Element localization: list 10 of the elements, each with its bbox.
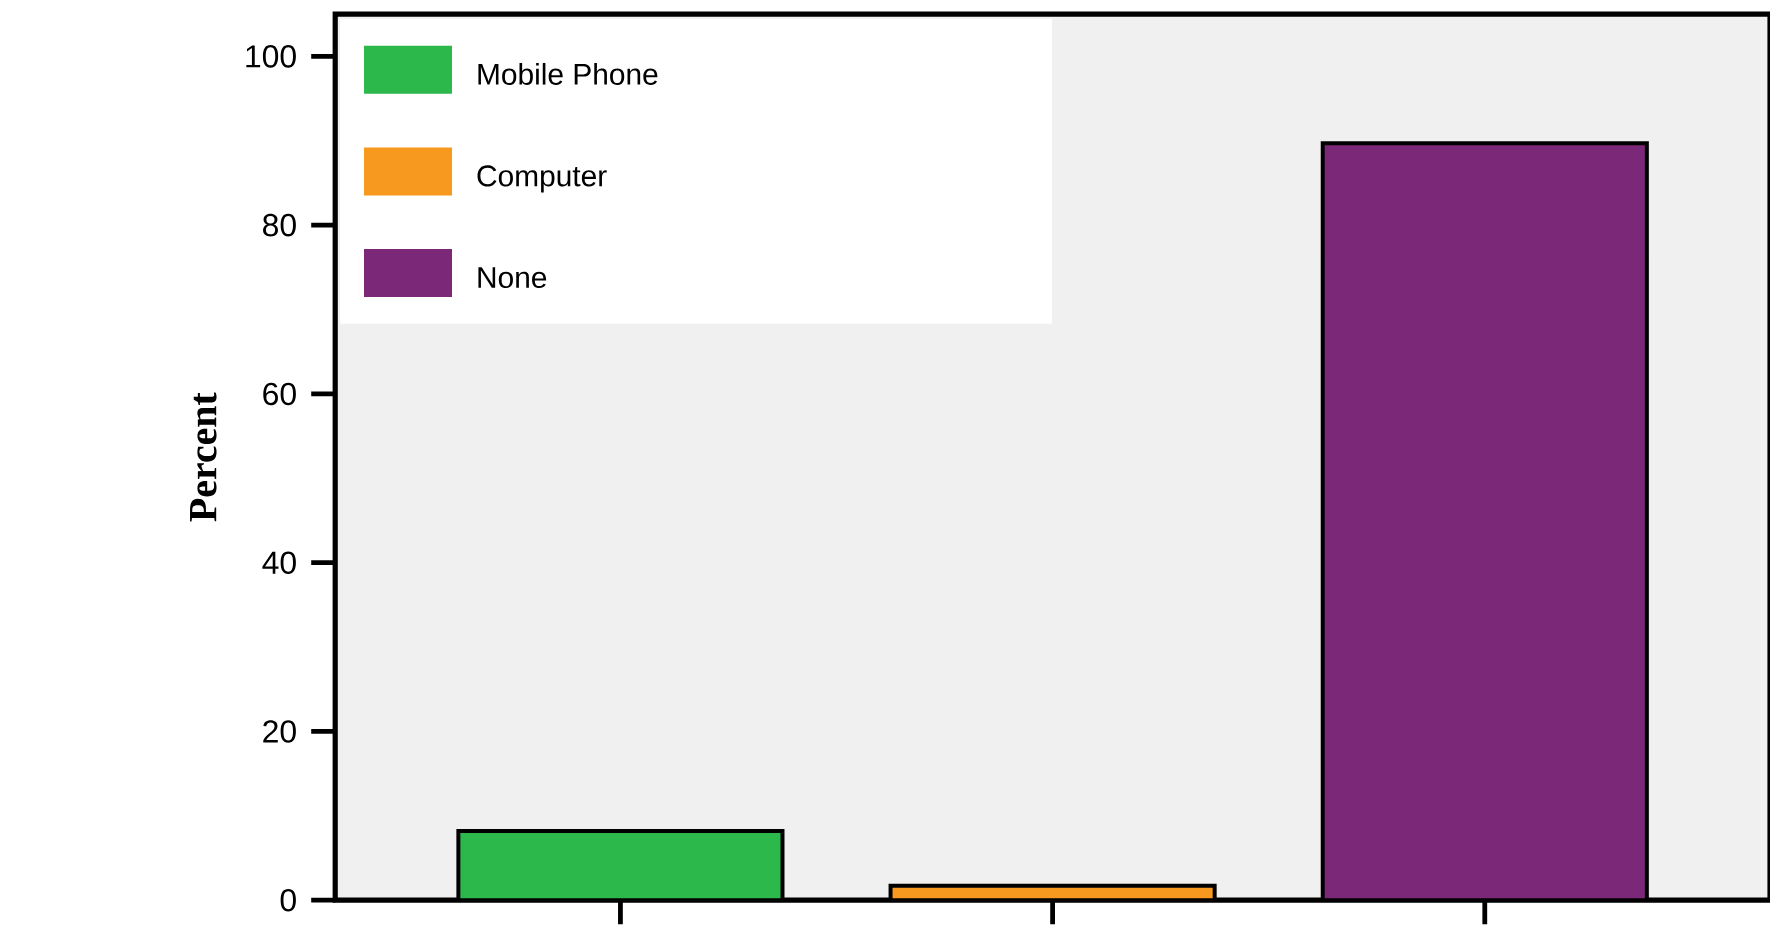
y-tick-label: 100 <box>246 45 296 68</box>
y-tick-label: 60 <box>263 382 296 406</box>
legend-label: Mobile Phone <box>478 62 658 85</box>
y-tick-label: 80 <box>263 213 296 237</box>
y-tick-label: 0 <box>280 888 296 912</box>
legend-label: None <box>478 267 547 289</box>
y-axis-title: Percent <box>190 392 217 522</box>
legend-label: Computer <box>477 165 607 193</box>
y-tick-label: 40 <box>262 551 296 574</box>
y-tick-label: 20 <box>263 720 296 743</box>
